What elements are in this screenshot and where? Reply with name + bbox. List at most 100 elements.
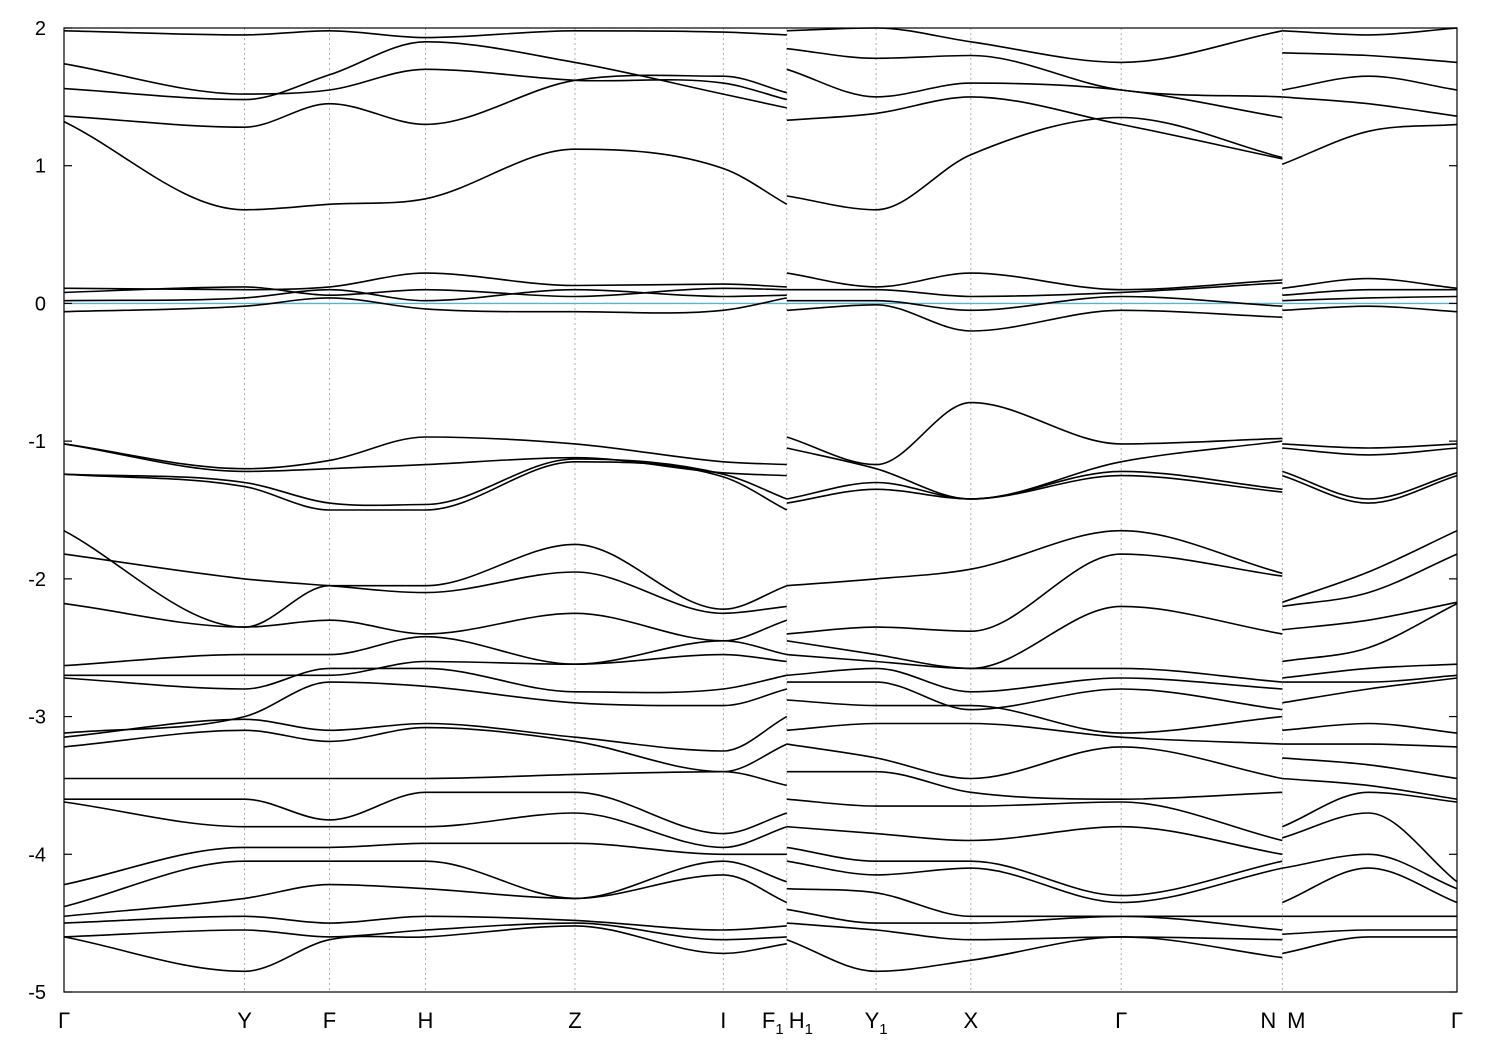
x-tick-label: N <box>1260 1008 1276 1033</box>
x-tick-label: F <box>323 1008 336 1033</box>
band-line <box>63 529 788 628</box>
y-tick-label: 2 <box>35 18 46 40</box>
band-line <box>63 653 787 677</box>
band-line <box>786 272 1283 291</box>
band-line <box>786 68 1283 119</box>
x-tick-label: Γ <box>58 1008 70 1033</box>
band-line <box>1282 123 1458 166</box>
band-line <box>786 47 1283 98</box>
band-line <box>1282 812 1458 883</box>
y-tick-label: -3 <box>28 707 46 729</box>
band-line <box>1282 470 1458 500</box>
band-line <box>786 282 1283 298</box>
band-line <box>1282 777 1458 800</box>
x-tick-label: Z <box>568 1008 581 1033</box>
band-line <box>1282 295 1458 302</box>
band-line <box>1282 288 1457 296</box>
band-line <box>786 401 1283 466</box>
band-line <box>1282 52 1458 64</box>
band-line <box>63 874 788 918</box>
band-line <box>786 295 1283 312</box>
plot-frame <box>63 27 1458 993</box>
band-line <box>786 936 1283 973</box>
band-line <box>1282 674 1458 683</box>
band-line <box>1282 663 1458 679</box>
band-line <box>63 41 787 109</box>
band-line <box>1282 305 1458 313</box>
band-line <box>786 860 1283 904</box>
band-line <box>1282 553 1458 608</box>
band-line <box>786 474 1283 504</box>
band-line <box>786 605 1283 670</box>
band-line <box>1282 96 1458 117</box>
y-axis-ticks: 2 1 0 -1 -2 -3 -4 -5 <box>28 18 1457 1004</box>
band-line <box>1282 75 1458 91</box>
band-line <box>786 470 1283 500</box>
band-line <box>64 791 788 835</box>
band-line <box>63 63 788 101</box>
band-line <box>63 272 787 291</box>
y-tick-label: -4 <box>28 844 46 866</box>
band-curves <box>63 27 1458 973</box>
band-line <box>63 635 787 667</box>
band-line <box>1282 743 1458 748</box>
x-tick-label: H <box>418 1008 434 1033</box>
band-line <box>786 96 1283 160</box>
y-tick-label: 0 <box>35 293 46 315</box>
band-line <box>63 922 787 941</box>
band-line <box>63 553 787 615</box>
band-line <box>786 304 1283 332</box>
band-line <box>63 667 787 694</box>
band-line <box>1282 447 1458 456</box>
band-line <box>786 770 1283 800</box>
band-line <box>786 908 1283 931</box>
band-line <box>63 681 788 734</box>
y-tick-label: -5 <box>28 982 46 1004</box>
x-tick-label: X <box>963 1008 978 1033</box>
band-line <box>786 553 1283 635</box>
band-line <box>786 887 1283 918</box>
band-line <box>786 798 1283 842</box>
band-line <box>786 681 1283 711</box>
x-tick-label: I <box>720 1008 726 1033</box>
band-line <box>1282 27 1458 36</box>
band-line <box>63 801 788 849</box>
band-line <box>63 602 788 642</box>
band-line <box>63 74 788 128</box>
band-line <box>1282 602 1458 663</box>
band-line <box>63 860 788 908</box>
band-line <box>1282 443 1458 449</box>
band-line <box>786 653 1283 683</box>
band-line <box>63 120 788 211</box>
x-tick-label: F1 <box>762 1008 784 1038</box>
x-tick-label: Γ <box>1451 1008 1463 1033</box>
y-tick-label: -1 <box>28 431 46 453</box>
band-line <box>1282 929 1457 935</box>
band-line <box>63 925 787 973</box>
band-line <box>786 667 1283 693</box>
x-tick-label: M <box>1287 1008 1305 1033</box>
x-tick-label: H1 <box>789 1008 813 1038</box>
band-line <box>1282 722 1458 734</box>
band-line <box>63 460 788 511</box>
band-line <box>63 436 787 470</box>
band-line <box>1282 474 1458 504</box>
band-line <box>1282 791 1458 828</box>
band-line <box>63 715 788 752</box>
band-line <box>786 116 1283 211</box>
band-line <box>1282 853 1458 890</box>
band-line <box>63 726 788 773</box>
band-line <box>786 825 1283 856</box>
band-line <box>786 529 1283 587</box>
band-line <box>1282 529 1458 604</box>
band-line <box>63 288 787 302</box>
band-line <box>1282 277 1458 290</box>
band-line <box>786 722 1283 745</box>
band-line <box>63 770 787 787</box>
band-line <box>1282 936 1457 955</box>
x-tick-label: Γ <box>1115 1008 1127 1033</box>
band-line <box>786 922 1283 941</box>
y-tick-label: 1 <box>35 156 46 178</box>
y-tick-label: -2 <box>28 569 46 591</box>
